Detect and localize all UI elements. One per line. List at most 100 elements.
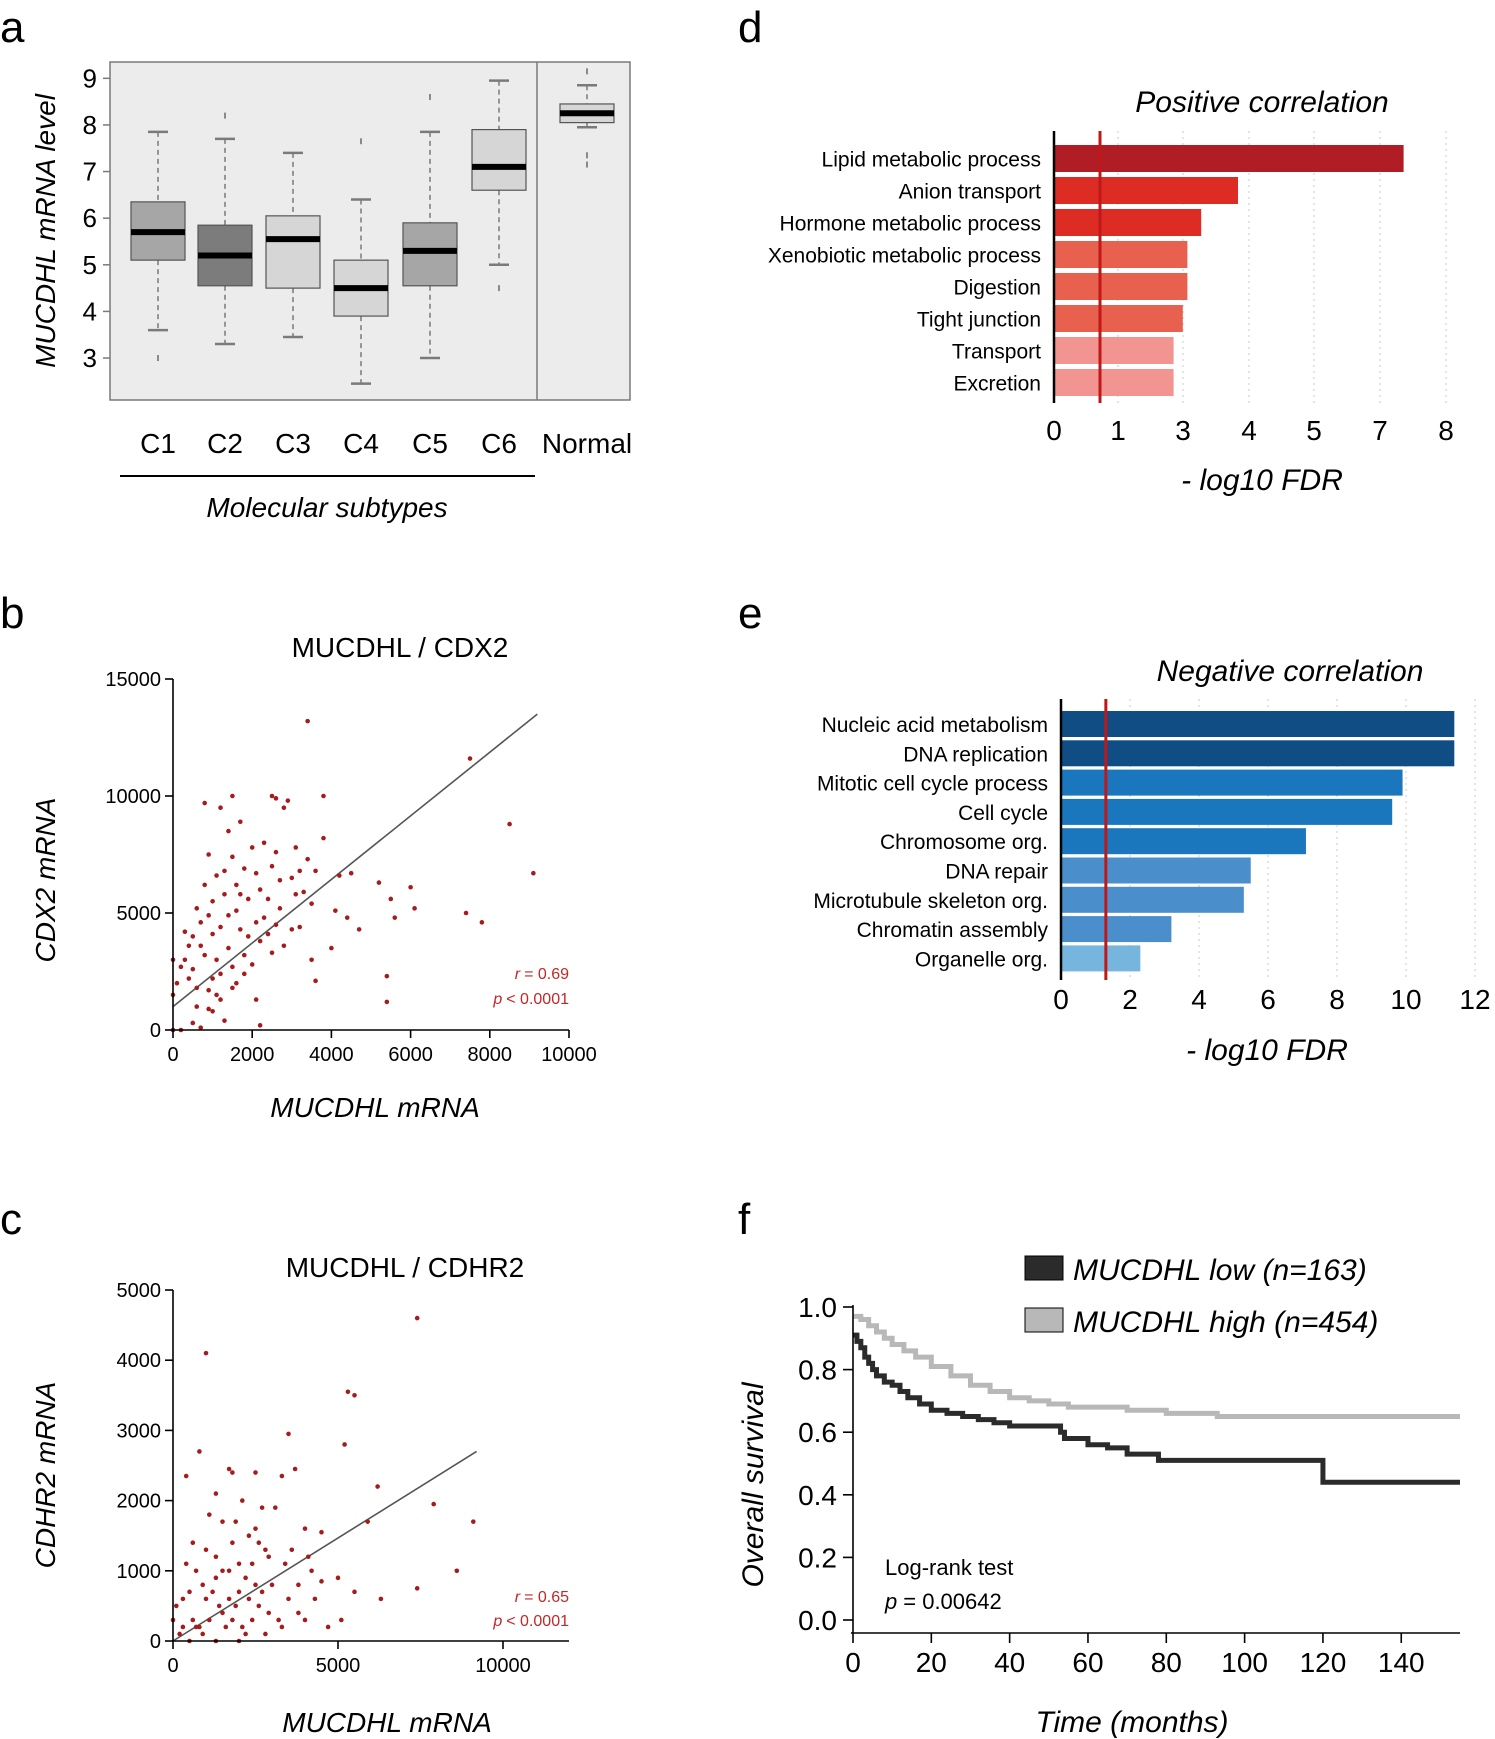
scatter-point	[352, 1393, 357, 1398]
scatter-point	[263, 1631, 268, 1637]
bar-x-tick-label: 6	[1260, 984, 1276, 1015]
scatter-point	[202, 952, 207, 958]
scatter-point	[216, 1603, 222, 1609]
scatter-c-r: r = 0.65	[515, 1589, 569, 1606]
scatter-point	[206, 987, 211, 993]
scatter-point	[319, 1579, 324, 1584]
scatter-point	[233, 1519, 238, 1524]
bar-category-label: DNA repair	[945, 861, 1048, 884]
scatter-point	[253, 1526, 258, 1531]
scatter-point	[297, 868, 303, 874]
panel-letter-d: d	[738, 3, 762, 52]
bar-d-x-axis-label: - log10 FDR	[1181, 464, 1343, 497]
y-tick-label: 3000	[117, 1420, 162, 1442]
scatter-point	[226, 913, 231, 918]
regression-line	[172, 713, 538, 1008]
scatter-point	[305, 718, 310, 724]
scatter-b-p: p < 0.0001	[492, 991, 569, 1008]
box-body	[265, 215, 321, 289]
bar-category-label: Tight junction	[917, 309, 1041, 332]
scatter-point	[198, 920, 204, 925]
bar-category-label: Xenobiotic metabolic process	[768, 245, 1041, 268]
scatter-point	[289, 927, 295, 932]
scatter-point	[214, 957, 219, 963]
scatter-point	[230, 1540, 235, 1546]
scatter-point	[257, 938, 263, 944]
scatter-c-r-value: = 0.65	[524, 1589, 569, 1606]
bar-category-label: Digestion	[953, 277, 1041, 300]
scatter-point	[207, 1512, 212, 1517]
survival-axes: 0.0 0.2 0.4 0.6 0.8 1.0 0 20 40 60 80 100 120 140	[798, 1292, 1460, 1678]
boxplot-y-tick-label: 8	[83, 110, 97, 140]
bar-e-category-labels: Nucleic acid metabolism DNA replication Mi…	[813, 714, 1048, 971]
bar-x-tick-label: 10	[1390, 984, 1421, 1015]
scatter-point	[293, 891, 299, 897]
scatter-point	[186, 943, 192, 949]
scatter-point	[292, 1466, 298, 1472]
scatter-point	[253, 1582, 258, 1588]
logrank-p: p = 0.00642	[884, 1589, 1002, 1614]
scatter-point	[203, 1596, 209, 1602]
bar-x-tick-label: 7	[1372, 415, 1388, 446]
boxplot-y-axis-label: MUCDHL mRNA level	[30, 93, 61, 368]
bar-x-tick-label: 4	[1191, 984, 1207, 1015]
boxplot-y-tick-label: 3	[83, 343, 97, 373]
scatter-point	[259, 1505, 265, 1510]
scatter-point	[384, 973, 390, 979]
scatter-point	[234, 882, 239, 888]
bar-category-label: Lipid metabolic process	[822, 149, 1041, 172]
survival-x-tick-label: 120	[1300, 1647, 1347, 1678]
scatter-point	[197, 1624, 202, 1630]
scatter-point	[223, 1624, 229, 1630]
scatter-point	[203, 1547, 209, 1553]
bar-category-label: Anion transport	[899, 181, 1042, 204]
scatter-point	[249, 962, 255, 967]
scatter-c-p: p < 0.0001	[492, 1613, 569, 1630]
scatter-point	[213, 1575, 219, 1581]
logrank-p-label: p	[884, 1589, 897, 1614]
bar-x-tick-label: 12	[1459, 984, 1490, 1015]
bar	[1054, 145, 1404, 172]
survival-y-tick-label: 0.0	[798, 1605, 837, 1636]
scatter-point	[241, 866, 247, 871]
scatter-point	[233, 1603, 238, 1609]
bar	[1054, 337, 1174, 364]
scatter-point	[309, 1568, 314, 1574]
boxplot-x-tick-label: C5	[412, 428, 448, 459]
scatter-point	[479, 920, 485, 925]
scatter-point	[286, 1596, 291, 1602]
bar-category-label: Hormone metabolic process	[780, 213, 1041, 236]
boxplot-x-ticks: C1 C2 C3 C4 C5 C6 Normal	[140, 428, 632, 459]
scatter-point	[246, 1533, 252, 1538]
scatter-point	[375, 1484, 380, 1489]
boxplot-y-tick-label: 9	[83, 63, 97, 93]
boxplot-y-tick-label: 4	[83, 296, 97, 326]
scatter-point	[241, 971, 247, 977]
scatter-point	[257, 887, 263, 892]
scatter-c-title: MUCDHL / CDHR2	[286, 1252, 525, 1283]
scatter-b-axes: 0 5000 10000 15000 0 2000 4000 6000 8000 10000	[105, 669, 596, 1066]
bar	[1054, 209, 1202, 236]
scatter-point	[273, 922, 279, 927]
scatter-point	[305, 856, 310, 862]
x-tick-label: 10000	[475, 1655, 531, 1677]
legend-low-swatch	[1024, 1255, 1064, 1281]
scatter-point	[214, 992, 219, 998]
legend-high-label: MUCDHL high (n=454)	[1073, 1306, 1378, 1339]
bar-x-tick-label: 4	[1241, 415, 1257, 446]
scatter-point	[414, 1315, 420, 1321]
scatter-point	[309, 901, 314, 906]
bar-category-label: Microtubule skeleton org.	[813, 890, 1048, 913]
logrank-title: Log-rank test	[885, 1555, 1013, 1580]
scatter-point	[269, 950, 275, 956]
scatter-point	[261, 840, 267, 846]
survival-y-tick-label: 0.2	[798, 1542, 837, 1573]
bar-e-axes: 0 2 4 6 8 10 12	[1053, 699, 1491, 1015]
y-tick-label: 5000	[117, 1280, 162, 1302]
panel-b: b MUCDHL / CDX2 0 5000 10000 15000 0 2000 4000…	[0, 589, 597, 1123]
bar-category-label: Nucleic acid metabolism	[822, 714, 1048, 737]
scatter-point	[414, 1586, 420, 1591]
bar	[1054, 369, 1174, 396]
scatter-point	[249, 845, 255, 850]
